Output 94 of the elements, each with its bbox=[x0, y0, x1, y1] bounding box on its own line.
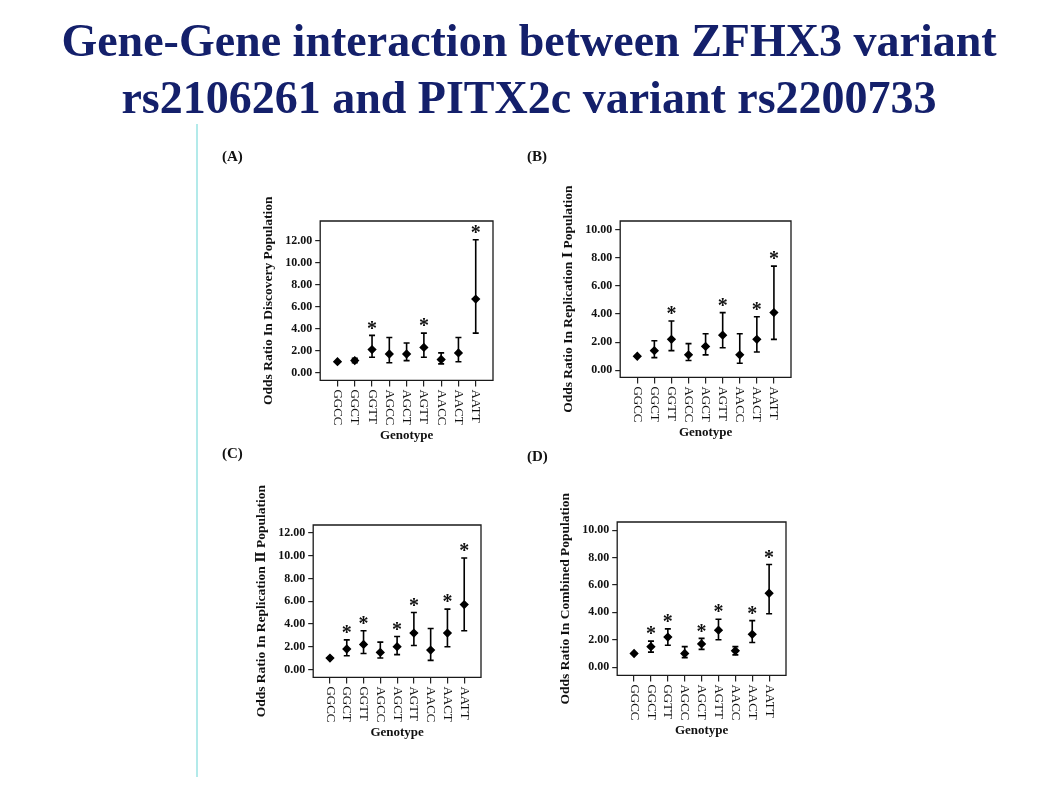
y-tick-label: 4.00 bbox=[284, 616, 306, 631]
chart-title: Gene-Gene interaction between ZFHX3 variant rs2106261 and PITX2c variant rs2200733 bbox=[60, 14, 998, 125]
annotation: * bbox=[751, 297, 762, 320]
annotation: * bbox=[392, 617, 403, 640]
x-tick-label: GGCT bbox=[644, 684, 660, 720]
x-tick-label: AACC bbox=[733, 386, 749, 423]
x-tick-label: AATT bbox=[762, 684, 778, 718]
x-tick-label: AGCC bbox=[682, 386, 698, 423]
y-tick-label: 4.00 bbox=[588, 604, 610, 619]
x-tick-label: AACC bbox=[434, 389, 450, 426]
y-tick-label: 8.00 bbox=[291, 276, 313, 291]
y-tick-label: 8.00 bbox=[588, 549, 610, 564]
x-tick-label: GGCC bbox=[323, 686, 339, 723]
annotation: * bbox=[442, 590, 453, 613]
annotation: * bbox=[713, 600, 724, 623]
annotation: * bbox=[666, 302, 677, 325]
y-tick-label: 0.00 bbox=[284, 661, 306, 676]
annotation: * bbox=[470, 220, 481, 243]
x-tick-label: AGCC bbox=[678, 684, 694, 721]
x-tick-label: GGCT bbox=[348, 389, 364, 425]
y-tick-label: 8.00 bbox=[591, 249, 613, 264]
x-tick-label: AGCT bbox=[390, 686, 406, 722]
y-tick-label: 10.00 bbox=[285, 254, 313, 269]
annotation: * bbox=[747, 601, 758, 624]
x-tick-label: AGCT bbox=[699, 386, 715, 422]
annotation: * bbox=[367, 316, 378, 339]
x-tick-label: AATT bbox=[469, 389, 485, 423]
annotation: * bbox=[768, 247, 779, 270]
chart-subtitle: (A) bbox=[222, 148, 243, 166]
y-tick-label: 12.00 bbox=[278, 525, 306, 540]
y-tick-label: 10.00 bbox=[582, 522, 610, 537]
x-tick-label: AGCT bbox=[400, 389, 416, 425]
x-tick-label: GGTT bbox=[365, 389, 381, 425]
x-axis-title: Genotype bbox=[379, 426, 434, 442]
x-tick-label: GGTT bbox=[665, 386, 681, 422]
y-tick-label: 6.00 bbox=[284, 593, 306, 608]
chart-subtitle: (C) bbox=[222, 445, 243, 463]
x-axis-title: Genotype bbox=[678, 423, 733, 439]
annotation: * bbox=[418, 314, 429, 337]
y-tick-label: 0.00 bbox=[291, 364, 313, 379]
x-tick-label: GGCC bbox=[630, 386, 646, 423]
x-tick-label: AACC bbox=[728, 684, 744, 721]
y-tick-label: 0.00 bbox=[591, 362, 613, 377]
x-tick-label: AACT bbox=[441, 686, 457, 722]
x-tick-label: GGCC bbox=[627, 684, 643, 721]
y-tick-label: 4.00 bbox=[591, 306, 613, 321]
annotation: * bbox=[358, 611, 369, 634]
x-tick-label: AGCC bbox=[382, 389, 398, 426]
x-tick-label: GGTT bbox=[661, 684, 677, 720]
y-tick-label: 10.00 bbox=[585, 221, 613, 236]
x-tick-label: AGTT bbox=[417, 389, 433, 425]
y-tick-label: 12.00 bbox=[285, 232, 313, 247]
chart-subtitle: (B) bbox=[527, 148, 547, 166]
annotation: * bbox=[459, 539, 470, 562]
y-tick-label: 10.00 bbox=[278, 547, 306, 562]
y-axis-title: Odds Ratio In Replication Ⅱ Population bbox=[252, 484, 268, 718]
x-tick-label: AGCC bbox=[373, 686, 389, 723]
annotation: * bbox=[696, 619, 707, 642]
x-tick-label: GGCT bbox=[647, 386, 663, 422]
x-tick-label: AGTT bbox=[407, 686, 423, 722]
x-axis-title: Genotype bbox=[674, 721, 729, 737]
y-tick-label: 2.00 bbox=[588, 631, 610, 646]
y-tick-label: 6.00 bbox=[588, 577, 610, 592]
y-axis-title: Odds Ratio In Replication Ⅰ Population bbox=[559, 185, 575, 413]
chart-subtitle: (D) bbox=[527, 448, 548, 466]
x-tick-label: AGCT bbox=[695, 684, 711, 720]
annotation: * bbox=[764, 545, 775, 568]
y-tick-label: 2.00 bbox=[591, 334, 613, 349]
x-tick-label: AACT bbox=[750, 386, 766, 422]
y-tick-label: 0.00 bbox=[588, 659, 610, 674]
x-tick-label: GGCC bbox=[331, 389, 347, 426]
x-tick-label: AATT bbox=[457, 686, 473, 720]
x-axis-title: Genotype bbox=[370, 723, 425, 739]
x-tick-label: AATT bbox=[767, 386, 783, 420]
annotation: * bbox=[662, 610, 673, 632]
y-tick-label: 8.00 bbox=[284, 570, 306, 585]
y-axis-title: Odds Ratio In Discovery Population bbox=[259, 195, 275, 405]
annotation: * bbox=[408, 593, 419, 616]
x-tick-label: GGCT bbox=[340, 686, 356, 722]
y-tick-label: 4.00 bbox=[291, 320, 313, 335]
x-tick-label: AGTT bbox=[716, 386, 732, 422]
x-tick-label: AACT bbox=[745, 684, 761, 720]
annotation: * bbox=[645, 622, 656, 645]
x-tick-label: AGTT bbox=[712, 684, 728, 720]
y-tick-label: 6.00 bbox=[291, 298, 313, 313]
annotation: * bbox=[341, 621, 352, 644]
y-tick-label: 2.00 bbox=[284, 638, 306, 653]
y-axis-title: Odds Ratio In Combined Population bbox=[556, 492, 572, 705]
y-tick-label: 6.00 bbox=[591, 277, 613, 292]
x-tick-label: AACC bbox=[424, 686, 440, 723]
annotation: * bbox=[717, 293, 728, 316]
x-tick-label: GGTT bbox=[357, 686, 373, 722]
y-tick-label: 2.00 bbox=[291, 342, 313, 357]
x-tick-label: AACT bbox=[452, 389, 468, 425]
